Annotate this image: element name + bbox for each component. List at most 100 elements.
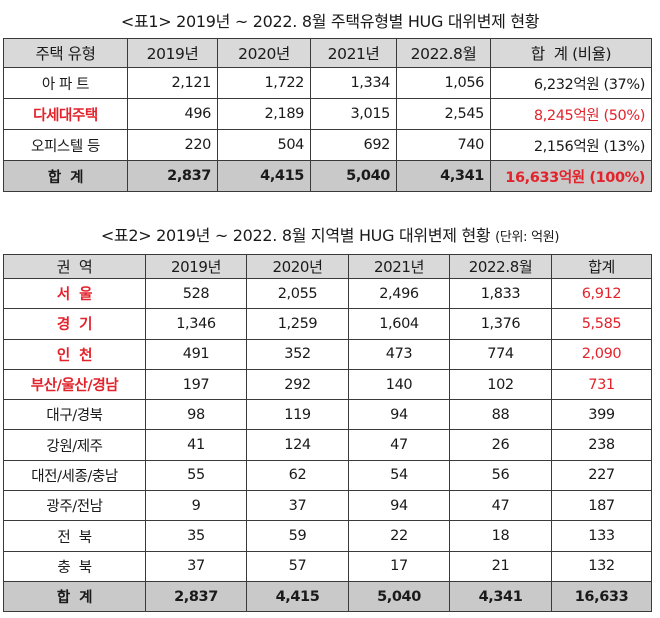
row-label: 경 기 <box>3 308 146 340</box>
row-value: 1,259 <box>246 308 349 340</box>
row-value: 473 <box>348 338 450 370</box>
table2-header-row: 권 역 2019년 2020년 2021년 2022.8월 합계 <box>3 254 652 279</box>
row-value: 17 <box>348 550 450 582</box>
row-value: 774 <box>449 338 552 370</box>
row-total: 399 <box>551 399 652 431</box>
header-2019: 2019년 <box>127 38 218 68</box>
total-label: 합 계 <box>3 160 128 192</box>
row-total: 2,090 <box>551 338 652 370</box>
row-label: 다세대주택 <box>3 98 128 130</box>
row-value: 22 <box>348 520 450 552</box>
row-value: 3,015 <box>310 98 397 130</box>
row-label: 충 북 <box>3 550 146 582</box>
table-row: 아 파 트 2,121 1,722 1,334 1,056 6,232억원 (37%) <box>3 67 652 99</box>
grand-total: 16,633 <box>551 580 652 613</box>
row-total: 187 <box>551 490 652 522</box>
row-total: 6,232억원 (37%) <box>490 67 652 99</box>
row-value: 41 <box>145 429 247 461</box>
row-value: 62 <box>246 459 349 492</box>
row-value: 1,056 <box>396 67 491 99</box>
row-value: 496 <box>127 98 218 130</box>
total-value: 4,341 <box>449 580 552 613</box>
row-value: 57 <box>246 550 349 582</box>
header-2020: 2020년 <box>246 254 349 279</box>
total-value: 4,415 <box>217 160 311 192</box>
row-value: 35 <box>145 520 247 552</box>
row-value: 140 <box>348 368 450 401</box>
header-2021: 2021년 <box>348 254 450 279</box>
table-row: 부산/울산/경남 197 292 140 102 731 <box>3 368 652 401</box>
table-row: 서 울 528 2,055 2,496 1,833 6,912 <box>3 277 652 310</box>
row-label: 아 파 트 <box>3 67 128 99</box>
row-label: 대전/세종/충남 <box>3 459 146 492</box>
table-row: 광주/전남 9 37 94 47 187 <box>3 490 652 522</box>
row-value: 18 <box>449 520 552 552</box>
table-row: 전 북 35 59 22 18 133 <box>3 520 652 552</box>
row-total: 731 <box>551 368 652 401</box>
total-value: 2,837 <box>145 580 247 613</box>
row-value: 2,189 <box>217 98 311 130</box>
row-value: 56 <box>449 459 552 492</box>
table-row: 경 기 1,346 1,259 1,604 1,376 5,585 <box>3 308 652 340</box>
row-value: 2,055 <box>246 277 349 310</box>
row-value: 102 <box>449 368 552 401</box>
row-value: 55 <box>145 459 247 492</box>
table1-header-row: 주택 유형 2019년 2020년 2021년 2022.8월 합 계 (비율) <box>3 38 652 68</box>
row-label: 광주/전남 <box>3 490 146 522</box>
row-value: 54 <box>348 459 450 492</box>
row-value: 352 <box>246 338 349 370</box>
row-label: 오피스텔 등 <box>3 129 128 161</box>
total-value: 4,415 <box>246 580 349 613</box>
row-value: 26 <box>449 429 552 461</box>
table1-title: <표1> 2019년 ~ 2022. 8월 주택유형별 HUG 대위변제 현황 <box>120 12 540 31</box>
row-value: 528 <box>145 277 247 310</box>
row-value: 292 <box>246 368 349 401</box>
row-value: 1,833 <box>449 277 552 310</box>
row-label: 전 북 <box>3 520 146 552</box>
table2-title-text: <표2> 2019년 ~ 2022. 8월 지역별 HUG 대위변제 현황 <box>100 226 496 245</box>
row-value: 740 <box>396 129 491 161</box>
row-value: 491 <box>145 338 247 370</box>
header-total: 합계 <box>551 254 652 279</box>
total-label: 합 계 <box>3 580 146 613</box>
row-value: 692 <box>310 129 397 161</box>
table-row: 대전/세종/충남 55 62 54 56 227 <box>3 459 652 492</box>
table2-title: <표2> 2019년 ~ 2022. 8월 지역별 HUG 대위변제 현황 (단… <box>0 222 660 246</box>
row-value: 37 <box>246 490 349 522</box>
row-value: 124 <box>246 429 349 461</box>
row-value: 94 <box>348 490 450 522</box>
row-total: 5,585 <box>551 308 652 340</box>
row-value: 1,604 <box>348 308 450 340</box>
header-2019: 2019년 <box>145 254 247 279</box>
row-value: 220 <box>127 129 218 161</box>
row-value: 9 <box>145 490 247 522</box>
table-row: 대구/경북 98 119 94 88 399 <box>3 399 652 431</box>
row-total: 8,245억원 (50%) <box>490 98 652 130</box>
header-2022-aug: 2022.8월 <box>449 254 552 279</box>
row-value: 1,334 <box>310 67 397 99</box>
row-total: 132 <box>551 550 652 582</box>
row-value: 47 <box>348 429 450 461</box>
header-2020: 2020년 <box>217 38 311 68</box>
row-label: 서 울 <box>3 277 146 310</box>
housing-type-table: 주택 유형 2019년 2020년 2021년 2022.8월 합 계 (비율)… <box>3 38 652 192</box>
row-value: 88 <box>449 399 552 431</box>
total-value: 2,837 <box>127 160 218 192</box>
row-value: 2,496 <box>348 277 450 310</box>
header-2021: 2021년 <box>310 38 397 68</box>
grand-total: 16,633억원 (100%) <box>490 160 652 192</box>
header-housing-type: 주택 유형 <box>3 38 128 68</box>
row-value: 504 <box>217 129 311 161</box>
row-total: 227 <box>551 459 652 492</box>
row-value: 119 <box>246 399 349 431</box>
row-value: 2,121 <box>127 67 218 99</box>
header-total-ratio: 합 계 (비율) <box>490 38 652 68</box>
table-row: 충 북 37 57 17 21 132 <box>3 550 652 582</box>
header-2022-aug: 2022.8월 <box>396 38 491 68</box>
row-label: 인 천 <box>3 338 146 370</box>
row-value: 94 <box>348 399 450 431</box>
region-table: 권 역 2019년 2020년 2021년 2022.8월 합계 서 울 528 2… <box>3 254 652 613</box>
total-value: 4,341 <box>396 160 491 192</box>
total-row: 합 계 2,837 4,415 5,040 4,341 16,633 <box>3 580 652 613</box>
table-row: 오피스텔 등 220 504 692 740 2,156억원 (13%) <box>3 129 652 161</box>
